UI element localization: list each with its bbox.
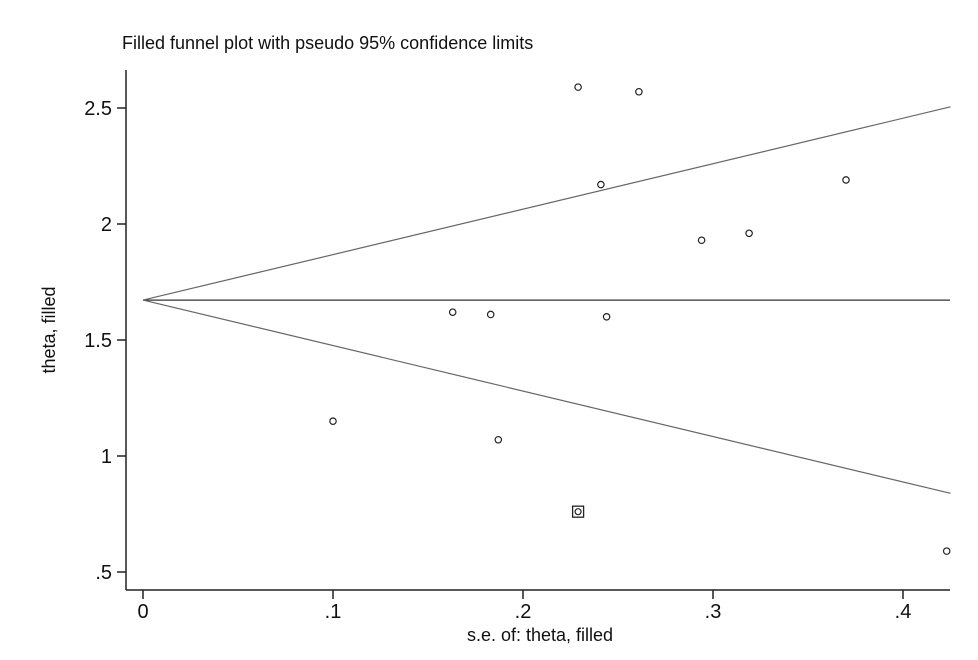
x-tick-label: .4 (895, 601, 912, 623)
study-point (842, 176, 850, 184)
funnel-lines (142, 106, 951, 494)
x-tick-label: 0 (137, 601, 148, 623)
chart-title: Filled funnel plot with pseudo 95% confi… (122, 33, 534, 53)
study-point (602, 312, 611, 321)
study-point (574, 83, 582, 91)
lower-confidence-limit-line (142, 299, 951, 494)
filled-study-square-marker (571, 505, 585, 518)
study-point (745, 229, 753, 238)
study-point (329, 417, 337, 426)
x-tick-label: .2 (515, 601, 532, 623)
filled-study-circle-marker (574, 508, 582, 516)
y-tick-label: 1 (101, 446, 112, 468)
y-axis-title: theta, filled (39, 286, 59, 373)
y-tick-label: 1.5 (84, 330, 112, 352)
filled-study-point (571, 505, 585, 518)
x-tick-label: .3 (705, 601, 722, 623)
study-point (635, 87, 643, 96)
y-tick-label: 2.5 (84, 98, 112, 120)
study-point (597, 180, 605, 189)
y-tick-label: 2 (101, 214, 112, 236)
study-point (448, 308, 457, 316)
y-tick-label: .5 (95, 562, 112, 584)
upper-confidence-limit-line (142, 106, 951, 301)
x-axis-title: s.e. of: theta, filled (467, 625, 613, 645)
study-point (697, 236, 706, 245)
study-points (329, 83, 951, 555)
study-point (494, 435, 503, 444)
x-tick-label: .1 (325, 601, 342, 623)
study-point (486, 310, 495, 319)
study-point (942, 547, 951, 555)
axes: .5 1 1.5 2 2.5 0 .1 .2 .3 .4 (84, 70, 950, 623)
